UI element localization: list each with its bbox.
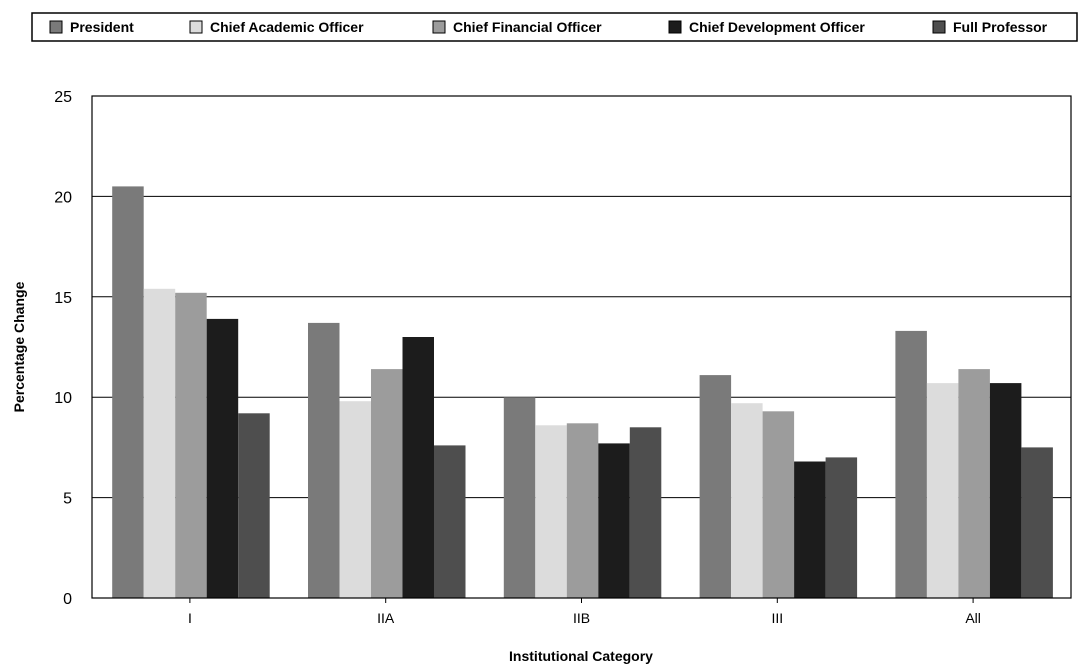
bar-chief-academic-officer-iii [731, 403, 763, 598]
y-tick-label: 25 [54, 89, 72, 106]
bar-chief-development-officer-all [989, 383, 1022, 598]
legend-label: Chief Financial Officer [453, 19, 602, 35]
bar-president-iib [503, 397, 536, 598]
legend-swatch [668, 20, 682, 34]
y-axis-ticks: 0 5 10 15 20 25 [54, 89, 72, 608]
bar-full-professor-iib [629, 427, 662, 598]
x-tick-label: I [188, 610, 192, 626]
bar-chief-financial-officer-iii [762, 411, 795, 598]
legend-label: Chief Academic Officer [210, 19, 364, 35]
legend-swatch [932, 20, 946, 34]
bar-full-professor-iia [434, 445, 466, 598]
bar-chief-academic-officer-iia [339, 401, 371, 598]
bar-president-iii [699, 375, 732, 598]
y-tick-label: 15 [54, 290, 72, 307]
bar-chief-development-officer-i [206, 318, 239, 598]
bar-chief-financial-officer-i [175, 292, 207, 598]
bar-chief-financial-officer-iia [371, 369, 403, 598]
legend-label: Chief Development Officer [689, 19, 865, 35]
bar-chief-financial-officer-all [958, 369, 990, 598]
bar-president-i [112, 186, 144, 598]
bars-group [112, 186, 1053, 598]
y-tick-label: 10 [54, 390, 72, 407]
bar-full-professor-all [1021, 447, 1053, 598]
legend-swatch [189, 20, 203, 34]
y-tick-label: 5 [63, 491, 72, 508]
bar-full-professor-iii [825, 457, 858, 598]
legend-swatch [49, 20, 63, 34]
x-axis-title: Institutional Category [509, 648, 653, 664]
legend-label: Full Professor [953, 19, 1048, 35]
legend-swatch [432, 20, 446, 34]
bar-president-iia [308, 322, 340, 598]
bar-chief-academic-officer-i [143, 288, 176, 598]
y-tick-label: 0 [63, 591, 72, 608]
bar-chief-academic-officer-all [926, 383, 959, 598]
bar-chief-academic-officer-iib [535, 425, 567, 598]
x-axis-ticks: I IIA IIB III All [188, 598, 981, 626]
bar-full-professor-i [238, 413, 270, 598]
x-tick-label: All [965, 610, 981, 626]
bar-chief-development-officer-iii [794, 461, 826, 598]
legend-frame [31, 12, 1078, 42]
bar-chief-development-officer-iia [402, 337, 434, 598]
x-tick-label: IIB [573, 610, 590, 626]
x-tick-label: IIA [377, 610, 395, 626]
bar-chief-financial-officer-iib [566, 423, 599, 598]
bar-chief-development-officer-iib [598, 443, 630, 598]
y-axis-title: Percentage Change [11, 281, 27, 412]
legend-label: President [70, 19, 134, 35]
bar-president-all [895, 330, 927, 598]
x-tick-label: III [771, 610, 783, 626]
legend: President Chief Academic Officer Chief Fin… [31, 12, 1078, 42]
y-tick-label: 20 [54, 189, 72, 206]
